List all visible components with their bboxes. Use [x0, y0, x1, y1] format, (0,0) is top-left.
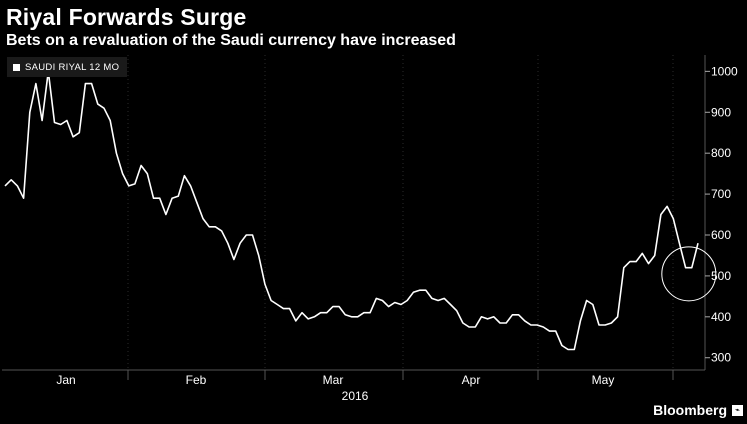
legend-entry: SAUDI RIYAL 12 MO: [25, 61, 120, 73]
x-tick-label: Apr: [462, 373, 481, 387]
x-tick-label: May: [592, 373, 615, 387]
x-year-label: 2016: [342, 389, 369, 403]
y-tick-label: 400: [711, 310, 731, 324]
chart-subtitle: Bets on a revaluation of the Saudi curre…: [6, 32, 456, 49]
chart-title: Riyal Forwards Surge: [6, 4, 247, 30]
y-tick-label: 900: [711, 105, 731, 119]
y-tick-label: 300: [711, 351, 731, 365]
x-tick-label: Mar: [323, 373, 344, 387]
y-tick-label: 500: [711, 269, 731, 283]
bloomberg-logo: Bloomberg: [653, 402, 727, 418]
legend-swatch: [13, 63, 20, 71]
y-tick-label: 1000: [711, 64, 738, 78]
y-tick-label: 600: [711, 228, 731, 242]
x-tick-label: Feb: [186, 373, 207, 387]
bloomberg-mark-icon: ⌁: [732, 405, 743, 416]
x-tick-label: Jan: [56, 373, 75, 387]
series-line-saudi-riyal-12-mo: [4, 70, 699, 351]
y-tick-label: 800: [711, 146, 731, 160]
annotation-circle: [661, 246, 717, 302]
chart-legend: SAUDI RIYAL 12 MO: [7, 57, 128, 77]
y-tick-label: 700: [711, 187, 731, 201]
